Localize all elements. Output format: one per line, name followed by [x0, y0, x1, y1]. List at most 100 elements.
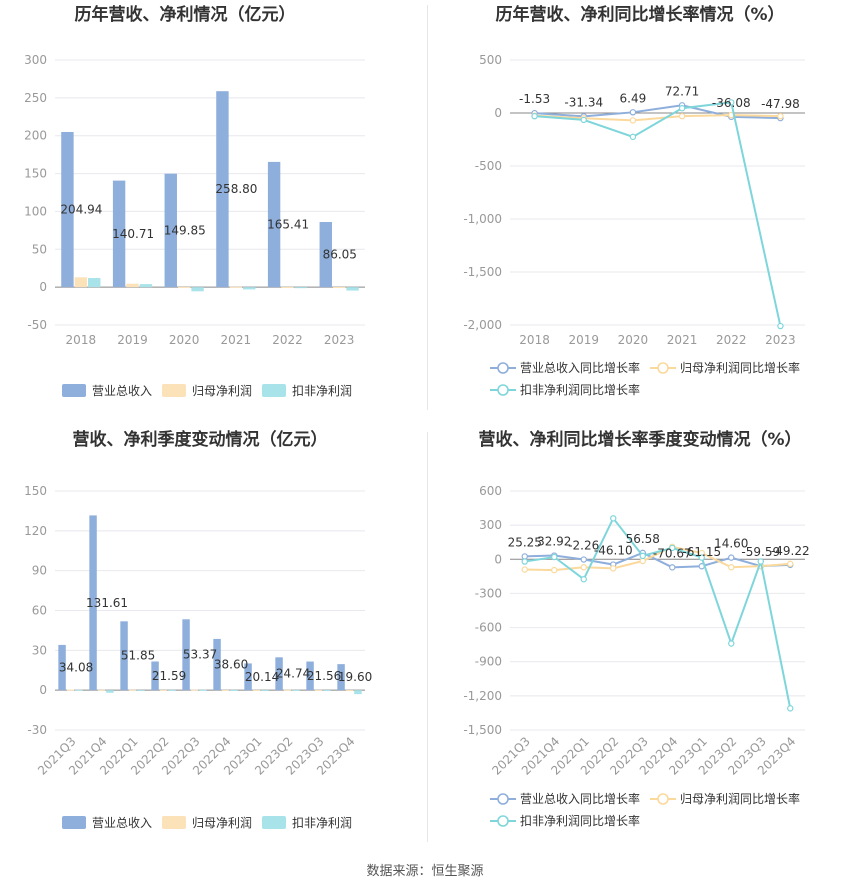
y-tick-label: -1,500: [463, 723, 502, 737]
y-tick-label: 0: [39, 280, 47, 294]
bar-归母净利润: [345, 690, 354, 692]
bar-data-label: 53.37: [183, 648, 217, 662]
bar-扣非净利润: [294, 287, 308, 289]
line-扣非净利润同比增长率: [534, 101, 782, 327]
legend-label: 扣非净利润同比增长率: [520, 382, 640, 397]
bar-扣非净利润: [243, 287, 256, 290]
legend-swatch-marker: [497, 384, 509, 396]
line-data-label: 32.92: [537, 535, 571, 549]
bar-营业总收入: [61, 131, 74, 288]
y-tick-label: -1,500: [463, 265, 502, 279]
bar-data-label: 131.61: [86, 596, 128, 610]
bar-归母净利润: [314, 689, 323, 691]
bar-扣非净利润: [323, 690, 331, 692]
bar-data-label: 21.59: [152, 669, 186, 683]
annual-revenue-profit-chart: 历年营收、净利情况（亿元） -50 0 50 100 150 200 250 300 2018 20…: [24, 4, 365, 398]
x-tick-label: 2023: [324, 333, 355, 347]
data-source-note: 数据来源：恒生聚源: [366, 864, 484, 879]
bar-data-label: 20.14: [245, 670, 279, 684]
bar-营业总收入: [244, 663, 252, 691]
line-point-扣非净利润同比增长率: [521, 558, 528, 565]
bar-归母净利润: [177, 286, 191, 288]
legend-swatch: [162, 816, 186, 829]
legend-label: 扣非净利润: [292, 384, 352, 398]
line-point-扣非净利润同比增长率: [787, 705, 794, 712]
line-point-营业总收入同比增长率: [728, 554, 735, 561]
line-point-扣非净利润同比增长率: [551, 553, 558, 561]
bar-归母净利润: [229, 286, 243, 288]
line-point-扣非净利润同比增长率: [678, 105, 686, 112]
annual-growth-rate-chart: 历年营收、净利同比增长率情况（%） -2,000 -1,500 -1,000 -500 0…: [463, 4, 805, 397]
line-point-归母净利润同比增长率: [610, 565, 617, 572]
y-tick-label: 50: [32, 242, 47, 256]
line-point-归母净利润同比增长率: [728, 564, 735, 571]
x-tick-label: 2022: [272, 333, 303, 347]
bar-归母净利润: [283, 689, 292, 691]
line-point-扣非净利润同比增长率: [669, 544, 676, 552]
y-tick-label: 150: [24, 484, 47, 498]
bar-data-label: 21.56: [307, 669, 341, 683]
legend-label: 归母净利润同比增长率: [680, 791, 800, 806]
y-tick-label: -900: [475, 655, 502, 669]
legend-swatch-marker: [657, 793, 669, 805]
line-data-label: 25.25: [508, 535, 542, 549]
line-point-归母净利润同比增长率: [787, 560, 794, 568]
bar-营业总收入: [120, 621, 128, 691]
legend-label: 归母净利润同比增长率: [680, 360, 800, 375]
chart-title: 历年营收、净利同比增长率情况（%）: [495, 4, 784, 25]
line-data-label: -46.10: [594, 544, 633, 558]
y-tick-label: -1,200: [463, 689, 502, 703]
line-data-label: -47.98: [761, 97, 800, 111]
legend-swatch: [62, 384, 86, 397]
line-point-归母净利润同比增长率: [777, 112, 784, 120]
legend-swatch-marker: [497, 815, 509, 827]
line-归母净利润同比增长率: [534, 114, 781, 122]
legend-label: 归母净利润: [192, 816, 252, 830]
x-tick-label: 2020: [169, 333, 200, 347]
y-tick-label: -1,000: [463, 212, 502, 226]
quarterly-revenue-profit-chart: 营收、净利季度变动情况（亿元）-3003060901201502021Q3202…: [24, 429, 372, 830]
bar-扣非净利润: [191, 287, 204, 292]
legend-swatch: [162, 384, 186, 397]
line-营业总收入同比增长率: [524, 551, 791, 569]
chart-title: 营收、净利同比增长率季度变动情况（%）: [478, 429, 801, 450]
bar-归母净利润: [221, 689, 230, 691]
legend-swatch-marker: [497, 362, 509, 374]
chart-title: 营收、净利季度变动情况（亿元）: [73, 429, 328, 450]
bar-扣非净利润: [354, 690, 362, 695]
bar-data-label: 140.71: [112, 227, 154, 241]
y-tick-label: 100: [24, 204, 47, 218]
bar-营业总收入: [151, 661, 159, 691]
line-data-label: 6.49: [620, 91, 647, 105]
legend-label: 扣非净利润同比增长率: [520, 813, 640, 828]
line-data-label: -36.08: [712, 96, 751, 110]
line-point-扣非净利润同比增长率: [531, 112, 538, 120]
bar-营业总收入: [164, 173, 177, 288]
x-tick-label: 2020: [618, 333, 649, 347]
x-tick-label: 2018: [66, 333, 97, 347]
line-point-扣非净利润同比增长率: [639, 552, 646, 560]
line-point-营业总收入同比增长率: [629, 109, 637, 116]
bar-扣非净利润: [199, 689, 207, 691]
legend-label: 营业总收入同比增长率: [520, 791, 640, 806]
y-tick-label: 500: [479, 53, 502, 67]
bar-扣非净利润: [346, 287, 359, 291]
bar-归母净利润: [281, 286, 294, 288]
line-point-归母净利润同比增长率: [629, 117, 637, 124]
bar-营业总收入: [182, 619, 190, 691]
y-tick-label: -600: [475, 621, 502, 635]
line-point-扣非净利润同比增长率: [629, 133, 637, 141]
line-point-扣非净利润同比增长率: [580, 576, 587, 583]
y-tick-label: -50: [27, 318, 47, 332]
vertical-divider: [427, 432, 428, 842]
bar-营业总收入: [306, 661, 314, 691]
bar-data-label: 51.85: [121, 649, 155, 663]
line-point-归母净利润同比增长率: [678, 112, 686, 120]
x-tick-label: 2018: [519, 333, 550, 347]
line-data-label: -61.15: [682, 545, 721, 559]
line-data-label: -31.34: [564, 95, 603, 109]
y-tick-label: -500: [475, 159, 502, 173]
bar-营业总收入: [58, 644, 66, 691]
line-point-归母净利润同比增长率: [521, 566, 528, 573]
